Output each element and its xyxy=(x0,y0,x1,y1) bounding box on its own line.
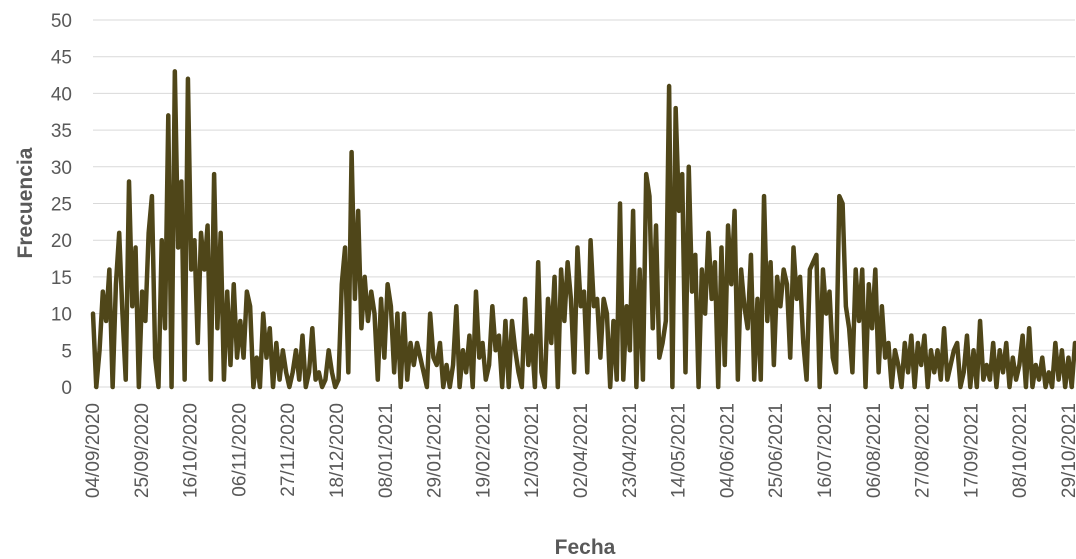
x-tick-label: 12/03/2021 xyxy=(522,403,543,498)
series-line-0 xyxy=(90,69,1076,390)
x-tick-label: 25/06/2021 xyxy=(766,403,787,498)
x-tick-label: 27/08/2021 xyxy=(913,403,934,498)
y-axis-title: Frecuencia xyxy=(14,147,37,258)
y-tick-label: 10 xyxy=(51,305,72,326)
y-tick-label: 50 xyxy=(51,11,72,32)
x-tick-label: 18/12/2020 xyxy=(327,403,348,498)
y-tick-label: 15 xyxy=(51,268,72,289)
x-tick-label: 19/02/2021 xyxy=(473,403,494,498)
x-tick-label: 16/10/2020 xyxy=(181,403,202,498)
x-tick-label: 02/04/2021 xyxy=(571,403,592,498)
x-tick-label: 08/01/2021 xyxy=(376,403,397,498)
x-tick-label: 23/04/2021 xyxy=(620,403,641,498)
x-tick-label: 25/09/2020 xyxy=(132,403,153,498)
x-axis-title: Fecha xyxy=(555,536,616,559)
y-tick-label: 45 xyxy=(51,48,72,69)
x-tick-label: 06/11/2020 xyxy=(229,403,250,497)
x-tick-label: 29/01/2021 xyxy=(425,403,446,498)
x-tick-label: 04/06/2021 xyxy=(717,403,738,498)
y-axis-ticks: 0 5 10 15 20 25 30 35 40 45 50 xyxy=(51,11,72,399)
y-tick-label: 35 xyxy=(51,121,72,142)
gridlines xyxy=(93,19,1075,388)
x-tick-label: 14/05/2021 xyxy=(669,403,690,498)
x-tick-label: 16/07/2021 xyxy=(815,403,836,498)
series-layer xyxy=(90,69,1076,390)
x-tick-label: 04/09/2020 xyxy=(83,403,104,498)
x-tick-label: 27/11/2020 xyxy=(278,403,299,497)
y-tick-label: 40 xyxy=(51,84,72,105)
x-axis-ticks: 04/09/2020 25/09/2020 16/10/2020 06/11/2020… xyxy=(83,403,1076,498)
y-tick-label: 5 xyxy=(61,341,72,362)
y-tick-label: 30 xyxy=(51,158,72,179)
y-tick-label: 25 xyxy=(51,195,72,216)
x-tick-label: 08/10/2021 xyxy=(1010,403,1031,498)
x-tick-label: 17/09/2021 xyxy=(961,403,982,498)
y-tick-label: 20 xyxy=(51,231,72,252)
x-tick-label: 29/10/2021 xyxy=(1059,403,1076,498)
x-tick-label: 06/08/2021 xyxy=(864,403,885,498)
y-tick-label: 0 xyxy=(61,378,72,399)
